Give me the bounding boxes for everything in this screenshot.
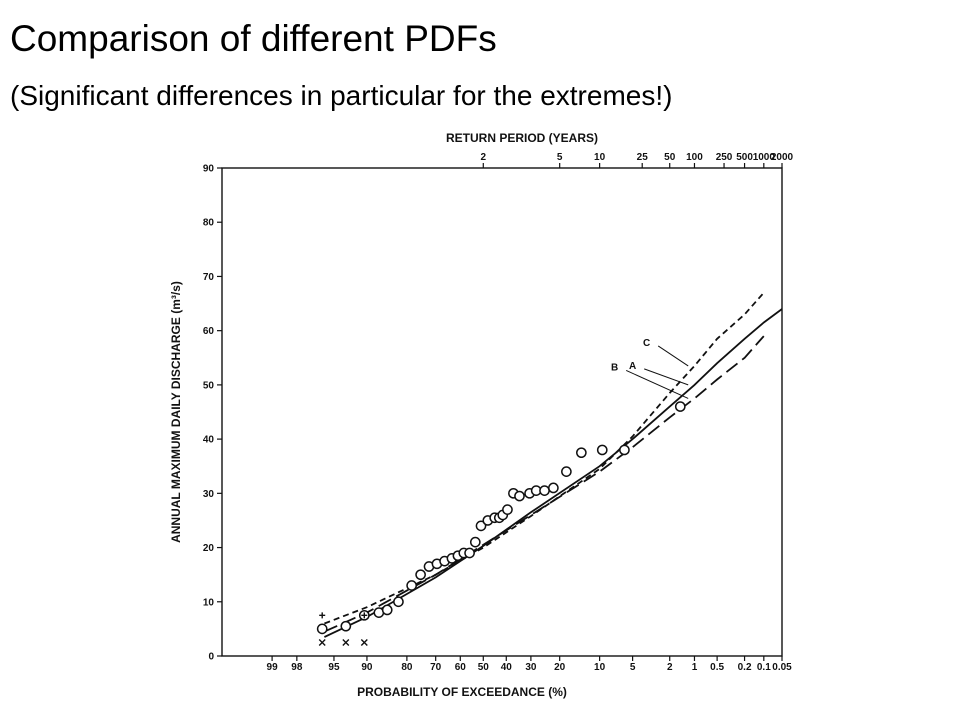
x-tick-label: 0.1 <box>757 662 771 673</box>
y-tick-label: 50 <box>203 380 215 391</box>
x-tick-label: 40 <box>501 662 513 673</box>
observation-point <box>619 444 630 456</box>
x-axis-title: PROBABILITY OF EXCEEDANCE (%) <box>357 685 567 699</box>
x-tick-label: 1 <box>692 662 698 673</box>
observation-point <box>340 620 352 632</box>
plus-marker <box>319 612 326 619</box>
x-tick-label: 99 <box>267 662 279 673</box>
y-tick-label: 60 <box>203 326 215 337</box>
observation-point <box>415 569 426 581</box>
x-tick-label: 20 <box>554 662 566 673</box>
y-tick-label: 20 <box>203 543 215 554</box>
x-tick-label: 98 <box>291 662 303 673</box>
y-tick-label: 10 <box>203 597 215 608</box>
observation-point <box>539 485 550 496</box>
y-tick-label: 80 <box>203 218 215 229</box>
curve-a-leader <box>644 368 689 386</box>
observations-layer <box>316 401 686 646</box>
curve-a <box>324 308 783 638</box>
x-tick-label: 0.2 <box>738 662 752 673</box>
x-tick-label: 30 <box>525 662 537 673</box>
curve-c-leader <box>657 345 689 367</box>
return-period-tick-label: 1000 <box>753 152 776 163</box>
y-tick-label: 0 <box>208 652 214 663</box>
series-layer <box>324 292 783 638</box>
return-period-tick-label: 50 <box>664 152 676 163</box>
curve-c <box>324 292 765 625</box>
x-axis-ticks: 99 98 95 90 80 70 60 50 40 30 20 10 5 2 1 0.5 0.2 0.1 0.05 <box>267 656 792 673</box>
x-tick-label: 2 <box>667 662 673 673</box>
x-tick-label: 0.5 <box>710 662 724 673</box>
x-tick-label: 0.05 <box>772 662 792 673</box>
curve-b-label: B <box>611 362 618 373</box>
observation-point <box>514 490 525 502</box>
curve-b-leader <box>625 369 689 399</box>
observation-point <box>393 596 404 608</box>
return-period-tick-label: 2 <box>481 152 487 163</box>
observation-point <box>576 447 587 459</box>
y-tick-label: 40 <box>203 435 215 446</box>
observation-point <box>561 466 572 477</box>
x-tick-label: 5 <box>630 662 636 673</box>
return-period-tick-label: 5 <box>557 152 563 163</box>
curve-labels-layer: AB C <box>611 338 689 399</box>
observation-point <box>381 604 393 616</box>
y-tick-label: 90 <box>203 164 215 175</box>
observation-point <box>548 482 559 494</box>
y-axis-title: ANNUAL MAXIMUM DAILY DISCHARGE (m³/s) <box>169 281 183 543</box>
slide-title: Comparison of different PDFs <box>10 18 497 59</box>
observation-point <box>674 401 686 412</box>
x-marker <box>342 638 350 646</box>
observation-point <box>406 580 417 591</box>
return-period-tick-label: 25 <box>637 152 649 163</box>
y-tick-label: 30 <box>203 489 215 500</box>
x-marker <box>360 638 368 646</box>
observation-point <box>475 520 487 532</box>
observation-point <box>469 536 481 548</box>
observation-point <box>316 623 328 635</box>
x-tick-label: 60 <box>455 662 467 673</box>
return-period-tick-label: 500 <box>736 152 753 163</box>
return-period-tick-label: 250 <box>716 152 733 163</box>
curve-a-label: A <box>629 361 636 372</box>
x-marker <box>318 638 326 646</box>
x-tick-label: 90 <box>361 662 373 673</box>
x-tick-label: 10 <box>594 662 606 673</box>
y-tick-label: 70 <box>203 272 215 283</box>
plot-frame <box>221 167 783 657</box>
return-period-tick-label: 100 <box>686 152 703 163</box>
return-period-tick-label: 2000 <box>771 152 794 163</box>
curve-c-label: C <box>643 338 650 349</box>
observation-point <box>596 444 608 456</box>
x-tick-label: 70 <box>430 662 442 673</box>
x-tick-label: 80 <box>401 662 413 673</box>
observation-point <box>464 547 475 559</box>
x-tick-label: 95 <box>328 662 340 673</box>
plus-marker <box>361 612 368 619</box>
slide-subtitle: (Significant differences in particular f… <box>10 80 673 111</box>
x-tick-label: 50 <box>478 662 490 673</box>
return-period-tick-label: 10 <box>594 152 606 163</box>
curve-b <box>324 335 765 633</box>
return-period-axis-title: RETURN PERIOD (YEARS) <box>446 131 598 145</box>
y-axis-ticks: 0 10 20 30 40 50 60 70 80 90 <box>203 164 222 663</box>
observation-point <box>502 504 513 515</box>
